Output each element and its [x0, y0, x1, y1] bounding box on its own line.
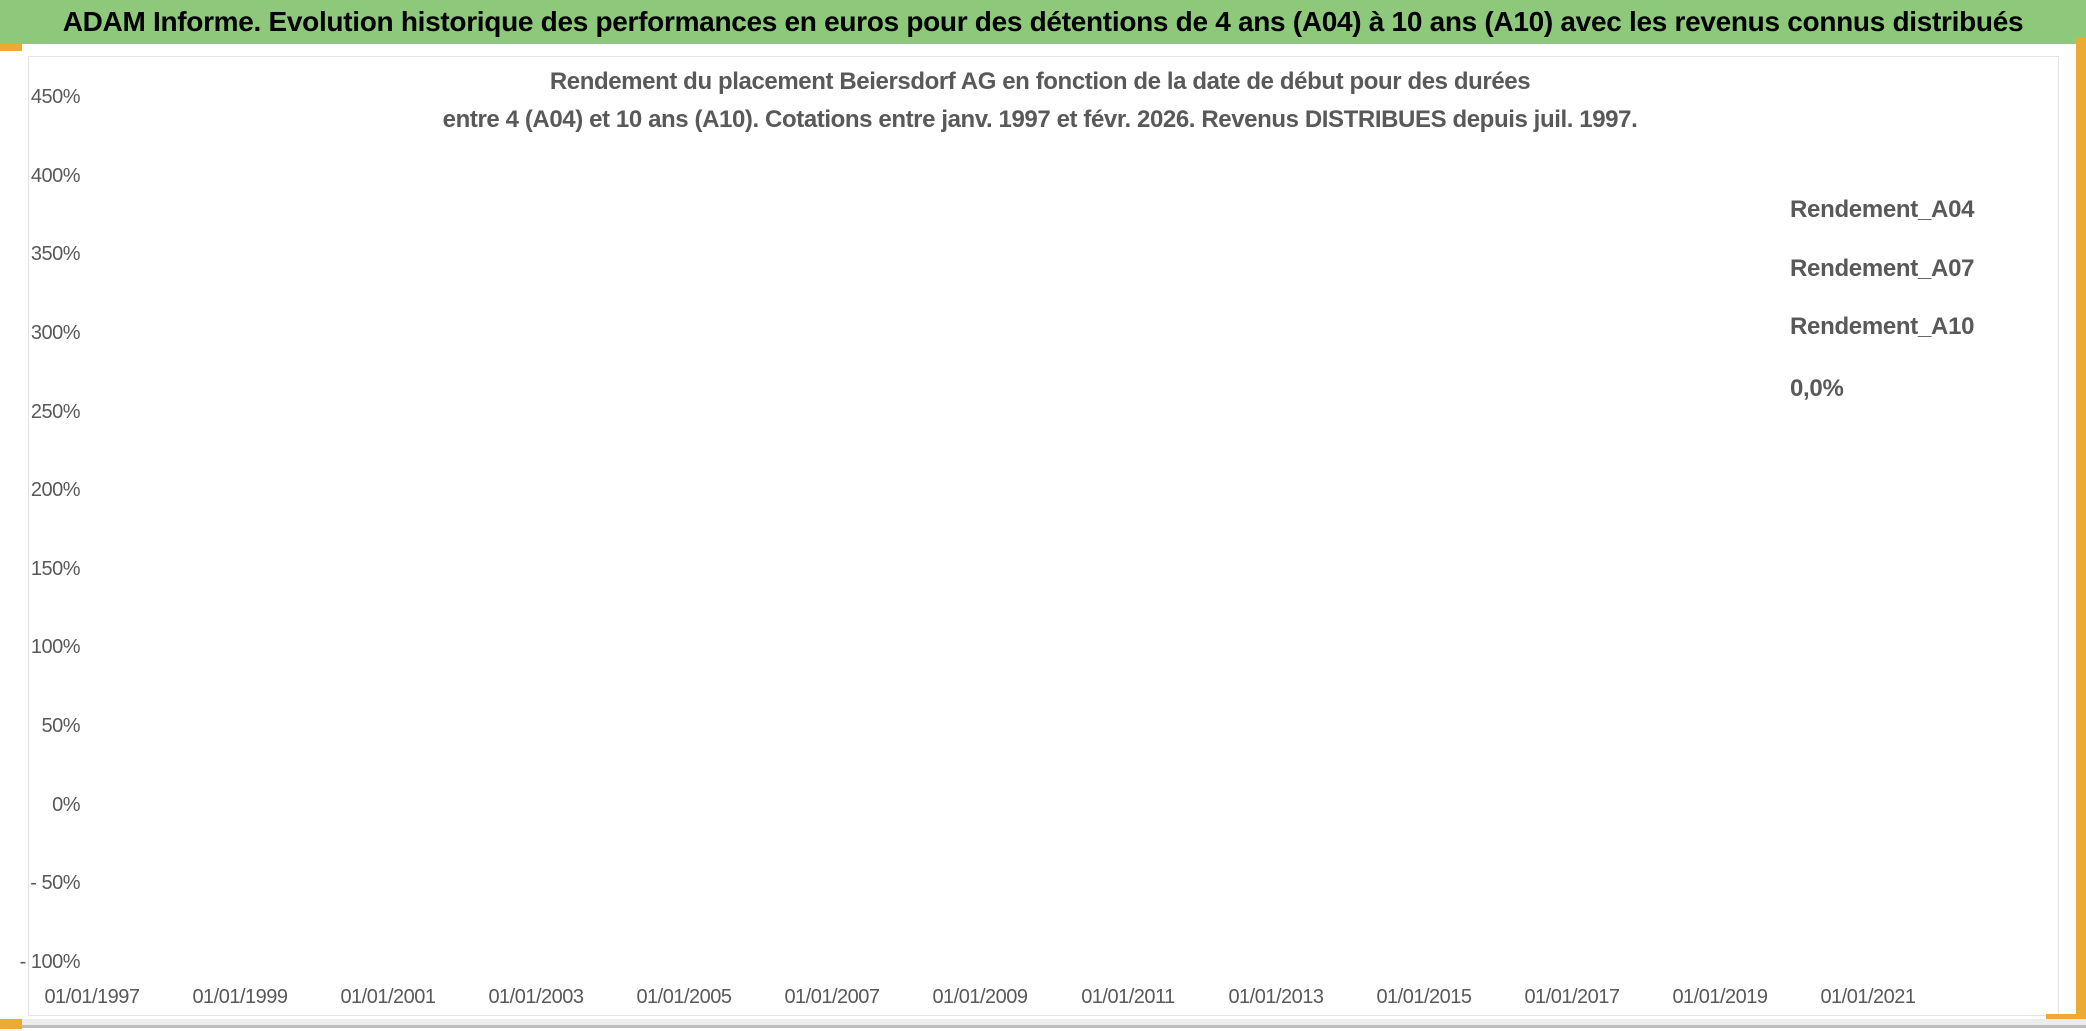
legend-label-rendement-a07: Rendement_A07: [1790, 255, 1975, 282]
legend-label-rendement-a04: Rendement_A04: [1790, 196, 1975, 223]
x-axis-label: 01/01/2001: [340, 986, 436, 1008]
gold-accent-bottom-left: [0, 1019, 22, 1029]
x-axis-label: 01/01/2017: [1524, 986, 1620, 1008]
x-axis-label: 01/01/2009: [932, 986, 1028, 1008]
legend-label-zero-line: 0,0%: [1790, 375, 1844, 402]
y-axis-label: 150%: [30, 557, 81, 580]
banner: ADAM Informe. Evolution historique des p…: [0, 0, 2086, 44]
y-axis-label: 250%: [30, 400, 81, 423]
legend-label-rendement-a10: Rendement_A10: [1790, 313, 1975, 340]
x-axis-label: 01/01/1999: [192, 986, 288, 1008]
x-axis-label: 01/01/2007: [784, 986, 880, 1008]
y-axis-label: 350%: [30, 243, 81, 266]
y-axis-label: 400%: [30, 164, 81, 187]
x-axis-label: 01/01/2005: [636, 986, 732, 1008]
y-axis-label: 200%: [30, 479, 81, 502]
x-axis-label: 01/01/2003: [488, 986, 584, 1008]
slide-bottom-line: [0, 1025, 2086, 1028]
chart-title-line-1: Rendement du placement Beiersdorf AG en …: [549, 68, 1531, 95]
banner-title: ADAM Informe. Evolution historique des p…: [62, 6, 2024, 37]
x-axis-label: 01/01/2015: [1376, 986, 1472, 1008]
gold-accent-top-left: [0, 44, 22, 51]
x-axis-label: 01/01/2013: [1228, 986, 1324, 1008]
chart-title-line-2: entre 4 (A04) et 10 ans (A10). Cotations…: [442, 106, 1638, 133]
y-axis-label: - 100%: [19, 951, 81, 973]
x-axis-label: 01/01/2021: [1820, 986, 1916, 1008]
y-axis-label: 0%: [52, 793, 80, 816]
y-axis-label: - 50%: [30, 872, 80, 895]
y-axis-label: 450%: [30, 86, 81, 108]
x-axis-label: 01/01/1997: [44, 986, 140, 1008]
x-axis-label: 01/01/2019: [1672, 986, 1768, 1008]
y-axis-label: 300%: [30, 321, 81, 344]
x-axis-label: 01/01/2011: [1081, 986, 1175, 1008]
chart-frame: [28, 56, 2059, 1016]
slide-bottom-strip: [0, 1019, 2086, 1025]
gold-accent-right-bar: [2076, 38, 2086, 1024]
y-axis-label: 50%: [41, 715, 80, 738]
y-axis-label: 100%: [30, 636, 81, 659]
